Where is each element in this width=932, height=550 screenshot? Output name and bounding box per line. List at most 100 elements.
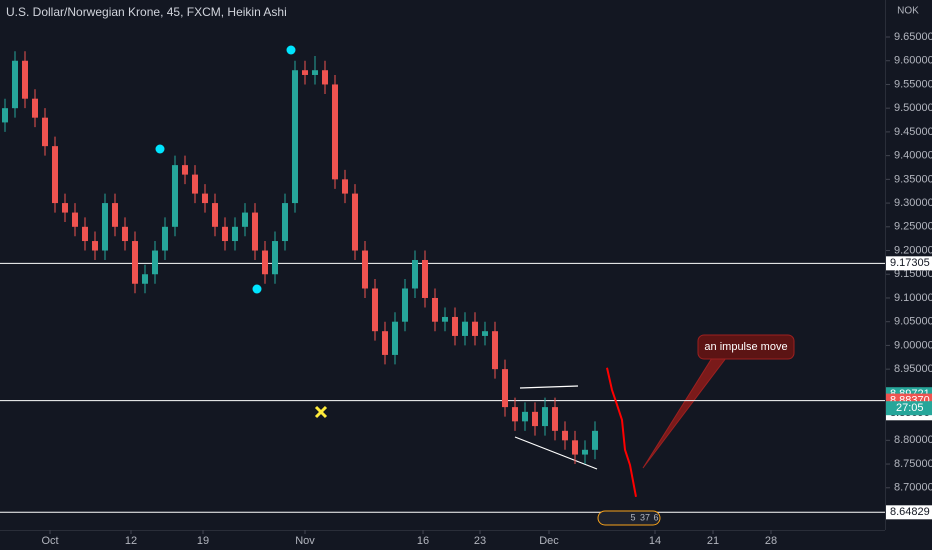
x-tick-label: Nov	[295, 535, 315, 547]
candle-body	[142, 274, 148, 284]
callout-box	[697, 334, 795, 360]
x-tick-label: 23	[474, 535, 486, 547]
candle-body	[412, 260, 418, 289]
y-tick-label: 8.95000	[894, 363, 932, 375]
y-tick-label: 9.30000	[894, 197, 932, 209]
candle-body	[232, 226, 238, 242]
candle-body	[342, 179, 348, 194]
candle-body	[402, 288, 408, 322]
annotation: an impulse move	[704, 341, 787, 353]
candle-body	[122, 226, 128, 242]
candle-body	[432, 297, 438, 322]
candle-body	[292, 70, 298, 204]
candle-body	[322, 70, 328, 85]
candle-body	[302, 70, 308, 75]
candle-body	[52, 146, 58, 204]
y-tick-label: 9.20000	[894, 244, 932, 256]
x-tick-label: Dec	[539, 535, 559, 547]
candle-body	[552, 407, 558, 431]
y-tick-label: 9.15000	[894, 268, 932, 280]
candle-body	[242, 212, 248, 227]
candle-body	[62, 203, 68, 213]
y-tick-label: 9.00000	[894, 339, 932, 351]
x-tick-label: 12	[125, 535, 137, 547]
candle-body	[72, 212, 78, 227]
candle-body	[82, 226, 88, 242]
x-tick-label: 28	[765, 535, 777, 547]
candle-body	[182, 165, 188, 175]
price-label-box	[886, 256, 932, 271]
candle-body	[562, 430, 568, 441]
candle-body	[512, 407, 518, 422]
y-tick-label: 9.50000	[894, 102, 932, 114]
candle-body	[422, 260, 428, 298]
candle-body	[102, 203, 108, 251]
event-badge: 37	[640, 512, 650, 522]
candle-body	[262, 250, 268, 275]
candle-body	[272, 241, 278, 275]
x-tick-label: 19	[197, 535, 209, 547]
candle-body	[172, 165, 178, 227]
badge-bar	[597, 510, 661, 526]
candle-body	[502, 369, 508, 408]
event-badge: 6	[653, 512, 658, 522]
projection-line	[606, 367, 637, 497]
candle-body	[32, 98, 38, 118]
wedge-line	[514, 436, 598, 470]
y-tick-label: 9.35000	[894, 173, 932, 185]
countdown-box	[886, 401, 932, 416]
candle-body	[22, 60, 28, 99]
x-tick-label: Oct	[41, 535, 58, 547]
y-tick-label: 9.65000	[894, 31, 932, 43]
y-tick-label: 9.10000	[894, 292, 932, 304]
wedge-line	[519, 385, 579, 389]
candle-body	[112, 203, 118, 227]
candle-body	[192, 174, 198, 194]
candle-body	[452, 316, 458, 336]
y-tick-label: 9.60000	[894, 55, 932, 67]
y-tick-label: 9.25000	[894, 221, 932, 233]
candle-body	[362, 250, 368, 289]
candle-body	[162, 226, 168, 251]
marker-dot	[286, 45, 296, 55]
candle-body	[492, 331, 498, 370]
candle-body	[462, 321, 468, 336]
event-badges: 5 37 6	[597, 510, 661, 526]
drawings: an impulse move	[155, 45, 795, 470]
y-tick-label: 9.40000	[894, 150, 932, 162]
x-tick-label: 14	[649, 535, 661, 547]
candle-body	[92, 241, 98, 251]
candle-body	[472, 321, 478, 336]
candle-body	[582, 449, 588, 455]
y-tick-label: 9.45000	[894, 126, 932, 138]
candle-body	[222, 226, 228, 242]
countdown: 27:05	[896, 402, 924, 414]
candle-body	[592, 430, 598, 450]
event-badge: 5	[630, 512, 635, 522]
marker-dot	[252, 284, 262, 294]
cross-marker	[314, 405, 328, 419]
x-tick-label: 16	[417, 535, 429, 547]
price-label: 9.17305	[890, 257, 930, 269]
candle-body	[372, 288, 378, 332]
candle-body	[442, 316, 448, 322]
chart-title: U.S. Dollar/Norwegian Krone, 45, FXCM, H…	[6, 5, 287, 19]
x-tick-label: 21	[707, 535, 719, 547]
candle-body	[212, 203, 218, 227]
y-tick-label: 8.80000	[894, 434, 932, 446]
candle-body	[42, 117, 48, 147]
y-tick-label: 9.05000	[894, 316, 932, 328]
candle-body	[252, 212, 258, 251]
y-tick-label: 8.70000	[894, 482, 932, 494]
candle-body	[2, 108, 8, 123]
candle-body	[152, 250, 158, 275]
candle-body	[542, 407, 548, 427]
candle-body	[382, 331, 388, 355]
candle-body	[332, 84, 338, 180]
candle-body	[282, 203, 288, 242]
candle-body	[572, 440, 578, 455]
candle-body	[522, 411, 528, 422]
y-tick-label: 8.75000	[894, 458, 932, 470]
